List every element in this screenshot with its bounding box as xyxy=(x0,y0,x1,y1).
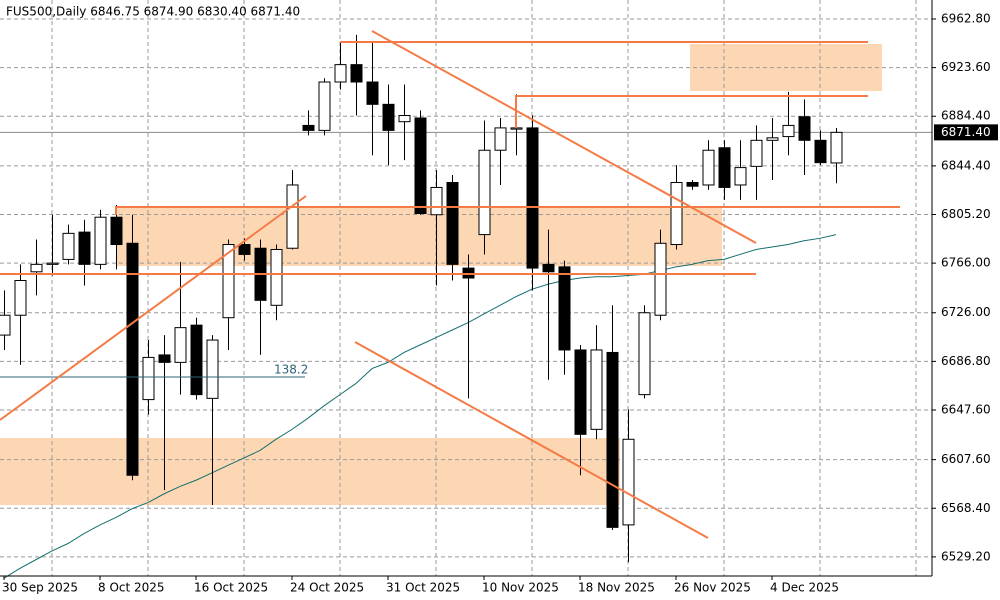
drawings-background xyxy=(0,0,932,576)
y-tick-label: 6962.80 xyxy=(941,11,991,25)
last-price-box xyxy=(934,124,998,141)
candle-body xyxy=(366,81,379,105)
candle-body xyxy=(398,114,411,123)
y-tick-label: 6726.00 xyxy=(941,305,991,319)
candle-body xyxy=(382,103,395,131)
y-tick-label: 6647.60 xyxy=(941,403,991,417)
candle-body xyxy=(750,139,763,167)
candle-body xyxy=(174,327,187,363)
candle-body xyxy=(798,116,811,141)
y-tick-label: 6884.40 xyxy=(941,109,991,123)
y-tick-label: 6529.20 xyxy=(941,549,991,563)
candle-body xyxy=(62,232,75,260)
trend-line xyxy=(0,195,307,421)
trend-line xyxy=(515,95,868,128)
candle-body xyxy=(222,244,235,319)
candle-body xyxy=(446,181,459,265)
chart-title: FUS500,Daily 6846.75 6874.90 6830.40 687… xyxy=(6,5,300,19)
x-tick-label: 4 Dec 2025 xyxy=(770,581,839,595)
candle-body xyxy=(94,216,107,265)
candle-body xyxy=(766,137,779,141)
candle-body xyxy=(414,117,427,215)
candle-body xyxy=(190,324,203,396)
candle-body xyxy=(286,184,299,249)
candle-body xyxy=(782,124,795,138)
y-tick-label: 6766.00 xyxy=(941,256,991,270)
candle-body xyxy=(686,181,699,187)
trend-line xyxy=(354,341,709,539)
candle-body xyxy=(350,64,363,83)
y-tick-label: 6805.20 xyxy=(941,207,991,221)
candle-body xyxy=(46,262,59,265)
y-tick-label: 6686.80 xyxy=(941,354,991,368)
candle-body xyxy=(814,139,827,164)
y-tick-label: 6607.60 xyxy=(941,452,991,466)
x-tick-label: 8 Oct 2025 xyxy=(98,581,165,595)
x-tick-label: 31 Oct 2025 xyxy=(386,581,460,595)
last-price-label: 6871.40 xyxy=(941,125,991,139)
candle-body xyxy=(542,263,555,273)
x-tick-label: 10 Nov 2025 xyxy=(482,581,559,595)
trend-line xyxy=(115,206,900,215)
candle-body xyxy=(478,149,491,236)
candle-body xyxy=(606,351,619,528)
y-tick-label: 6568.40 xyxy=(941,501,991,515)
candle-body xyxy=(270,248,283,306)
candle-body xyxy=(14,279,27,316)
candle-body xyxy=(158,354,171,363)
moving-average xyxy=(3,234,837,579)
candle-body xyxy=(494,127,507,151)
candle-body xyxy=(638,312,651,396)
horizontal-grid xyxy=(0,18,932,558)
candle-body xyxy=(334,64,347,83)
candle-body xyxy=(622,438,635,526)
candle-body xyxy=(526,127,539,269)
trend-line xyxy=(371,30,757,244)
candle-body xyxy=(206,339,219,399)
candle-body xyxy=(558,266,571,351)
annotation: 138.2 xyxy=(274,363,308,377)
candle-body xyxy=(830,131,843,164)
candle-body xyxy=(126,242,139,476)
candle-body xyxy=(670,181,683,246)
candle-body xyxy=(718,147,731,188)
candle-body xyxy=(78,231,91,265)
y-tick-label: 6844.40 xyxy=(941,158,991,172)
y-tick-label: 6923.60 xyxy=(941,60,991,74)
candle-body xyxy=(734,167,747,186)
candle-body xyxy=(318,81,331,131)
candle-body xyxy=(702,149,715,186)
candle-body xyxy=(302,124,315,131)
plot xyxy=(0,34,932,579)
candle-body xyxy=(238,244,251,255)
x-tick-label: 30 Sep 2025 xyxy=(2,581,78,595)
candle-body xyxy=(110,216,123,246)
x-tick-label: 16 Oct 2025 xyxy=(194,581,268,595)
candle-body xyxy=(510,127,523,130)
zone xyxy=(116,208,722,266)
candle-body xyxy=(142,356,155,401)
x-tick-label: 26 Nov 2025 xyxy=(674,581,751,595)
x-tick-label: 18 Nov 2025 xyxy=(578,581,655,595)
candle-body xyxy=(30,263,43,273)
x-tick-label: 24 Oct 2025 xyxy=(290,581,364,595)
candle-body xyxy=(0,314,11,336)
zone xyxy=(0,438,620,505)
candle-body xyxy=(590,349,603,430)
candle-body xyxy=(430,186,443,216)
candle-body xyxy=(574,349,587,435)
drawings: 138.2 xyxy=(0,30,900,539)
candle-body xyxy=(654,242,667,316)
